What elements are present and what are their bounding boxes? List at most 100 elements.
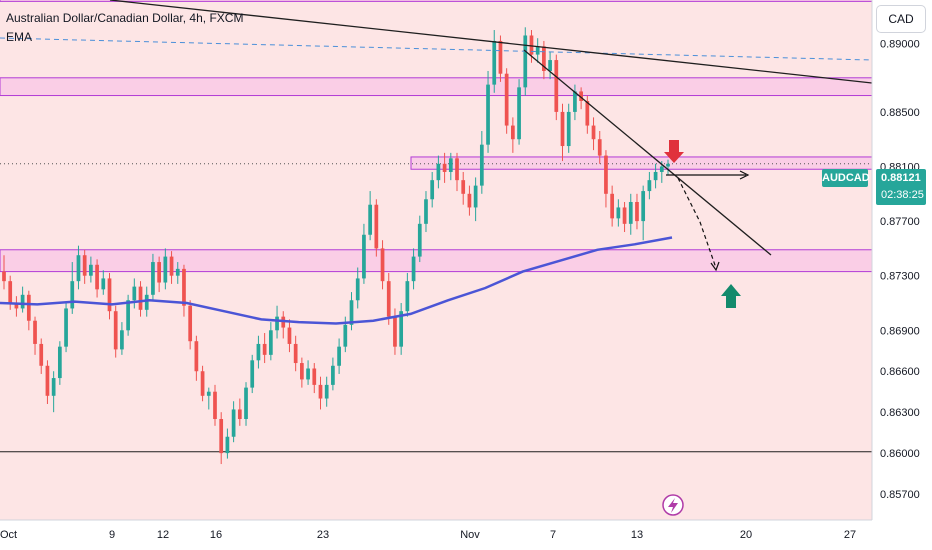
candle-body: [517, 87, 521, 140]
lightning-bolt-icon: [668, 498, 678, 513]
time-tick-label: 7: [550, 529, 556, 541]
candle-body: [45, 365, 50, 396]
candle-body: [157, 262, 162, 283]
candle-body: [213, 391, 217, 420]
candle-body: [467, 193, 472, 208]
candle-body: [597, 139, 602, 156]
candle-body: [144, 294, 149, 310]
candle-body: [436, 163, 441, 181]
candle-body: [542, 46, 546, 71]
zone-box: [0, 249, 873, 273]
candle-body: [331, 365, 335, 385]
long-trendline: [109, 0, 873, 84]
time-tick-label: 27: [844, 529, 856, 541]
projection-dashed-arrow: [677, 177, 717, 269]
candle-body: [287, 327, 292, 344]
candle-body: [138, 286, 143, 310]
horizontal-line-layer: [0, 163, 872, 453]
annotation-layer: [0, 0, 873, 516]
dashed-resistance-line: [0, 37, 873, 61]
candle-body: [194, 341, 199, 372]
candle-body: [182, 268, 186, 306]
candle-body: [306, 368, 310, 380]
green-up-arrow-icon: [721, 284, 741, 308]
price-tick-label: 0.87700: [880, 216, 920, 228]
candle-body: [355, 278, 360, 301]
price-axis-background: [872, 0, 932, 550]
candle-body: [417, 223, 422, 257]
candle-body: [33, 320, 37, 344]
candle-body: [622, 207, 627, 224]
candle-body: [498, 40, 503, 74]
candle-body: [8, 281, 13, 303]
candle-body: [70, 281, 75, 309]
candle-body: [486, 84, 490, 145]
candle-body: [386, 281, 391, 317]
descending-trendline: [523, 49, 772, 256]
candle-body: [411, 256, 416, 282]
candle-body: [120, 330, 124, 350]
price-tick-label: 0.86600: [880, 366, 920, 378]
candle-body: [51, 378, 56, 396]
candle-body: [635, 201, 639, 222]
price-tick-label: 0.88500: [880, 107, 920, 119]
candle-body: [442, 163, 447, 172]
time-tick-label: Nov: [460, 529, 480, 541]
candle-body: [76, 255, 81, 282]
price-tick-label: 0.89000: [880, 39, 920, 51]
candle-body: [573, 91, 577, 112]
candle-body: [337, 346, 341, 366]
candle-body: [666, 163, 670, 167]
candle-body: [523, 35, 528, 88]
candle-body: [39, 343, 44, 366]
candle-body: [473, 185, 478, 208]
candle-body: [616, 207, 621, 219]
candle-body: [349, 300, 354, 325]
candle-body: [535, 46, 540, 55]
candle-body: [628, 201, 633, 224]
candle-body: [548, 60, 552, 71]
price-tick-label: 0.86000: [880, 448, 920, 460]
price-tick-label: 0.86300: [880, 407, 920, 419]
candle-body: [424, 199, 428, 224]
candle-body: [504, 73, 509, 126]
candle-body: [448, 158, 453, 172]
ema-indicator-label: EMA: [6, 30, 33, 44]
time-tick-label: 12: [157, 529, 169, 541]
candle-body: [579, 91, 583, 101]
candle-body: [312, 368, 317, 385]
red-down-arrow-icon: [664, 140, 684, 163]
time-tick-label: 13: [631, 529, 643, 541]
candle-body: [405, 281, 410, 312]
candle-body: [262, 343, 267, 355]
candle-body: [554, 60, 559, 112]
candle-body: [300, 363, 304, 380]
currency-selector-button[interactable]: CAD: [876, 5, 926, 33]
candle-body: [244, 387, 248, 420]
candle-body: [380, 248, 385, 282]
candle-body: [343, 324, 348, 347]
projection-arrow-head: [710, 261, 720, 272]
zone-box: [0, 77, 873, 97]
candle-body: [169, 256, 174, 276]
candle-body: [14, 302, 19, 309]
candle-body: [101, 278, 106, 290]
candle-body: [132, 286, 137, 301]
candle-body: [219, 419, 224, 454]
candle-body: [610, 193, 615, 219]
price-axis: 0.890000.885000.881000.877000.873000.869…: [871, 0, 932, 550]
symbol-price-tag: AUDCAD: [822, 169, 870, 187]
candle-body: [231, 409, 236, 437]
price-tick-label: 0.87300: [880, 271, 920, 283]
candle-body: [200, 371, 205, 396]
last-price-value: 0.88121: [881, 172, 921, 184]
candle-body: [163, 256, 168, 283]
candle-body: [566, 111, 571, 147]
candle-body: [20, 294, 25, 309]
candle-body: [479, 144, 484, 186]
candle-body: [126, 300, 130, 331]
time-axis-background: [0, 520, 932, 550]
price-tick-label: 0.85700: [880, 489, 920, 501]
candle-body: [206, 391, 211, 396]
